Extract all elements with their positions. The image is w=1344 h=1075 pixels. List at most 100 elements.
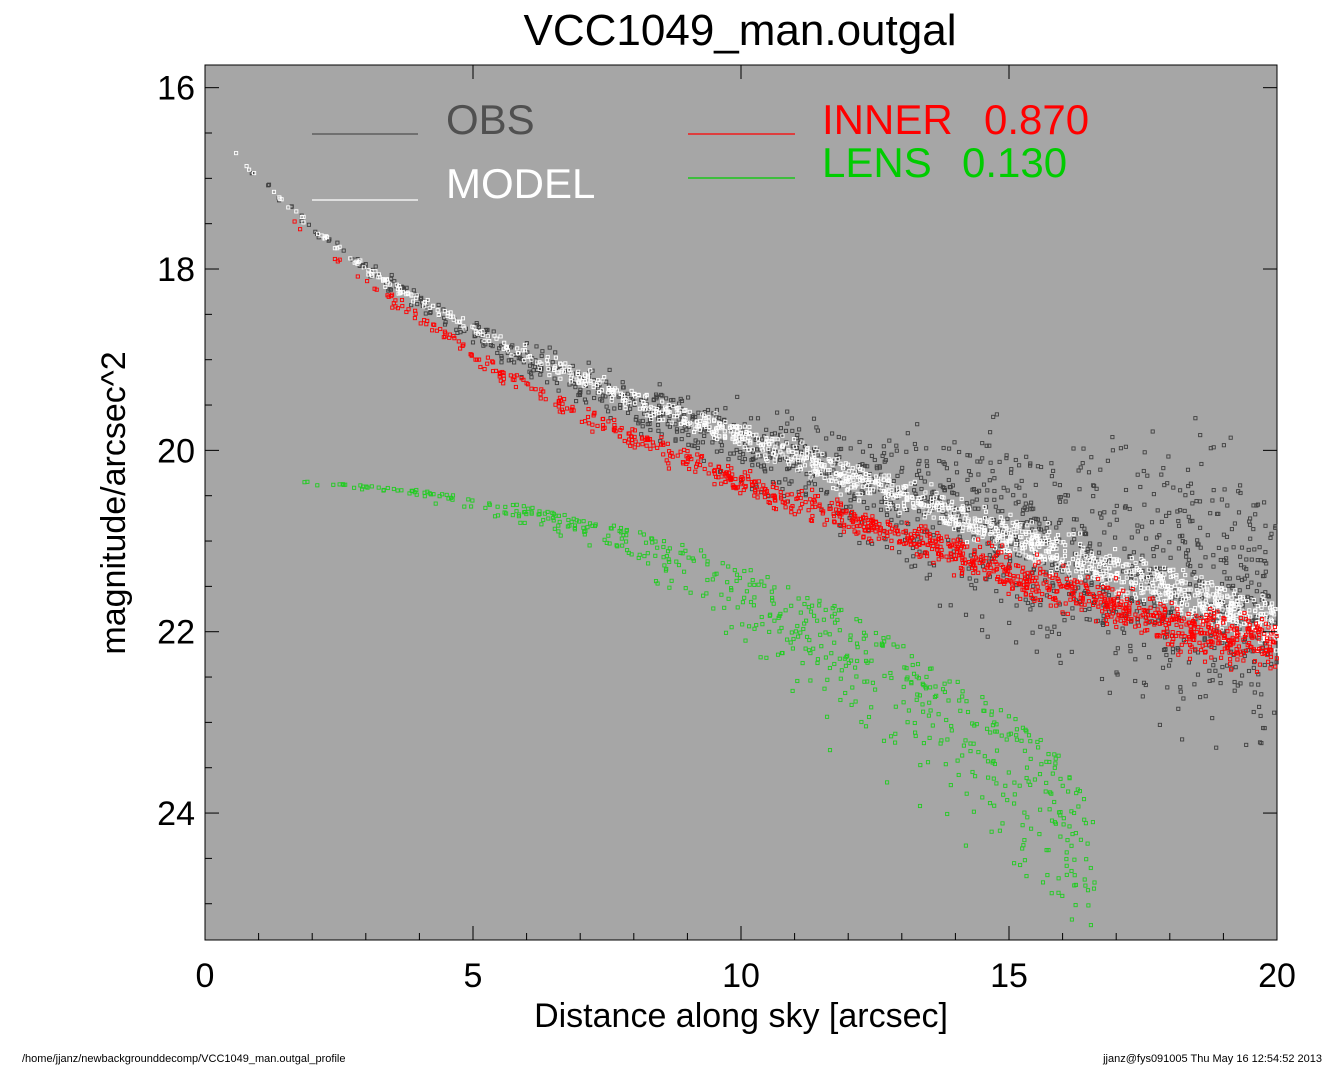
point-lens	[710, 577, 715, 582]
point-inner	[1208, 639, 1213, 644]
point-lens	[1018, 862, 1023, 868]
point-inner	[1048, 603, 1053, 608]
point-model	[606, 390, 611, 395]
point-model	[1003, 531, 1008, 536]
point-lens	[517, 512, 522, 517]
point-obs	[584, 400, 589, 405]
point-inner	[1147, 596, 1152, 601]
point-inner	[1135, 616, 1140, 621]
point-lens	[352, 485, 357, 490]
point-inner	[1086, 599, 1091, 604]
point-lens	[845, 653, 850, 658]
point-inner	[1095, 584, 1100, 590]
point-lens	[653, 539, 658, 544]
point-lens	[1038, 737, 1043, 743]
point-inner	[869, 519, 874, 524]
point-model	[1051, 544, 1056, 549]
point-model	[715, 436, 720, 442]
point-model	[946, 506, 951, 511]
point-model	[1120, 598, 1125, 603]
point-inner	[1036, 589, 1041, 594]
point-model	[740, 436, 745, 441]
point-inner	[746, 477, 751, 482]
point-inner	[569, 407, 574, 412]
point-obs	[1233, 665, 1238, 670]
point-lens	[1072, 857, 1077, 862]
point-lens	[960, 694, 965, 699]
point-obs	[659, 432, 664, 437]
point-model	[1004, 526, 1009, 531]
point-inner	[1065, 582, 1070, 587]
point-obs	[603, 394, 608, 399]
point-inner	[404, 309, 409, 315]
point-obs	[865, 506, 870, 511]
point-inner	[1034, 581, 1039, 586]
point-lens	[529, 511, 534, 516]
point-model	[1139, 575, 1144, 580]
point-model	[794, 450, 799, 456]
point-lens	[676, 563, 682, 568]
point-obs	[946, 477, 951, 483]
point-model	[632, 391, 637, 396]
point-model	[546, 366, 551, 372]
point-inner	[646, 437, 651, 442]
point-inner	[696, 459, 701, 464]
point-obs	[1232, 688, 1237, 693]
point-inner	[785, 492, 790, 497]
point-inner	[1212, 628, 1217, 633]
point-inner	[1250, 635, 1255, 640]
point-inner	[1225, 629, 1230, 634]
point-model	[1225, 593, 1230, 598]
point-obs	[1097, 511, 1103, 516]
point-model	[1045, 521, 1050, 526]
point-obs	[1135, 523, 1140, 528]
point-inner	[815, 493, 820, 499]
point-model	[1205, 588, 1210, 593]
point-lens	[503, 504, 508, 509]
point-obs	[1202, 636, 1207, 641]
point-inner	[1257, 662, 1262, 667]
point-lens	[829, 614, 835, 619]
point-model	[809, 456, 815, 461]
chart-title: VCC1049_man.outgal	[524, 6, 957, 55]
point-inner	[1118, 602, 1123, 608]
point-lens	[976, 750, 981, 755]
point-inner	[741, 487, 746, 493]
point-model	[1001, 518, 1006, 523]
point-obs	[990, 536, 995, 541]
point-model	[522, 358, 527, 363]
point-lens	[1052, 752, 1057, 757]
point-inner	[956, 553, 962, 558]
point-inner	[1273, 664, 1278, 669]
point-obs	[470, 340, 476, 345]
point-obs	[547, 345, 552, 350]
point-model	[398, 286, 403, 291]
point-lens	[1072, 883, 1077, 888]
point-obs	[1251, 503, 1256, 508]
point-inner	[538, 396, 543, 401]
point-obs	[1150, 429, 1155, 434]
point-model	[834, 479, 839, 484]
point-obs	[769, 466, 774, 471]
point-model	[871, 487, 876, 492]
point-obs	[710, 440, 715, 445]
point-lens	[874, 642, 879, 647]
point-obs	[1249, 682, 1254, 687]
point-model	[1087, 565, 1092, 570]
point-inner	[579, 419, 584, 424]
legend-label-lens: LENS	[822, 139, 932, 186]
point-inner	[1189, 644, 1194, 649]
point-model	[853, 472, 858, 477]
point-obs	[1167, 510, 1172, 515]
point-model	[1033, 529, 1038, 534]
footer-user-timestamp: jjanz@fys091005 Thu May 16 12:54:52 2013	[1102, 1053, 1322, 1065]
point-obs	[1185, 467, 1191, 472]
point-model	[834, 471, 839, 476]
point-model	[1253, 608, 1258, 614]
point-lens	[832, 661, 837, 667]
point-obs	[1188, 564, 1193, 569]
point-model	[719, 426, 724, 431]
point-model	[961, 525, 966, 530]
point-obs	[1106, 593, 1111, 598]
point-lens	[470, 498, 475, 503]
